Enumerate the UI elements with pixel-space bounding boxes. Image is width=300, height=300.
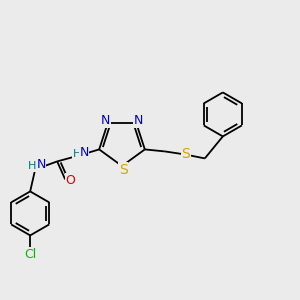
- Text: S: S: [118, 163, 127, 177]
- Text: H: H: [73, 149, 81, 159]
- Text: N: N: [80, 146, 89, 159]
- Text: Cl: Cl: [24, 248, 36, 261]
- Text: N: N: [37, 158, 46, 171]
- Text: S: S: [182, 147, 190, 161]
- Text: H: H: [28, 161, 36, 171]
- Text: N: N: [134, 114, 143, 127]
- Text: O: O: [65, 174, 75, 187]
- Text: N: N: [101, 114, 111, 127]
